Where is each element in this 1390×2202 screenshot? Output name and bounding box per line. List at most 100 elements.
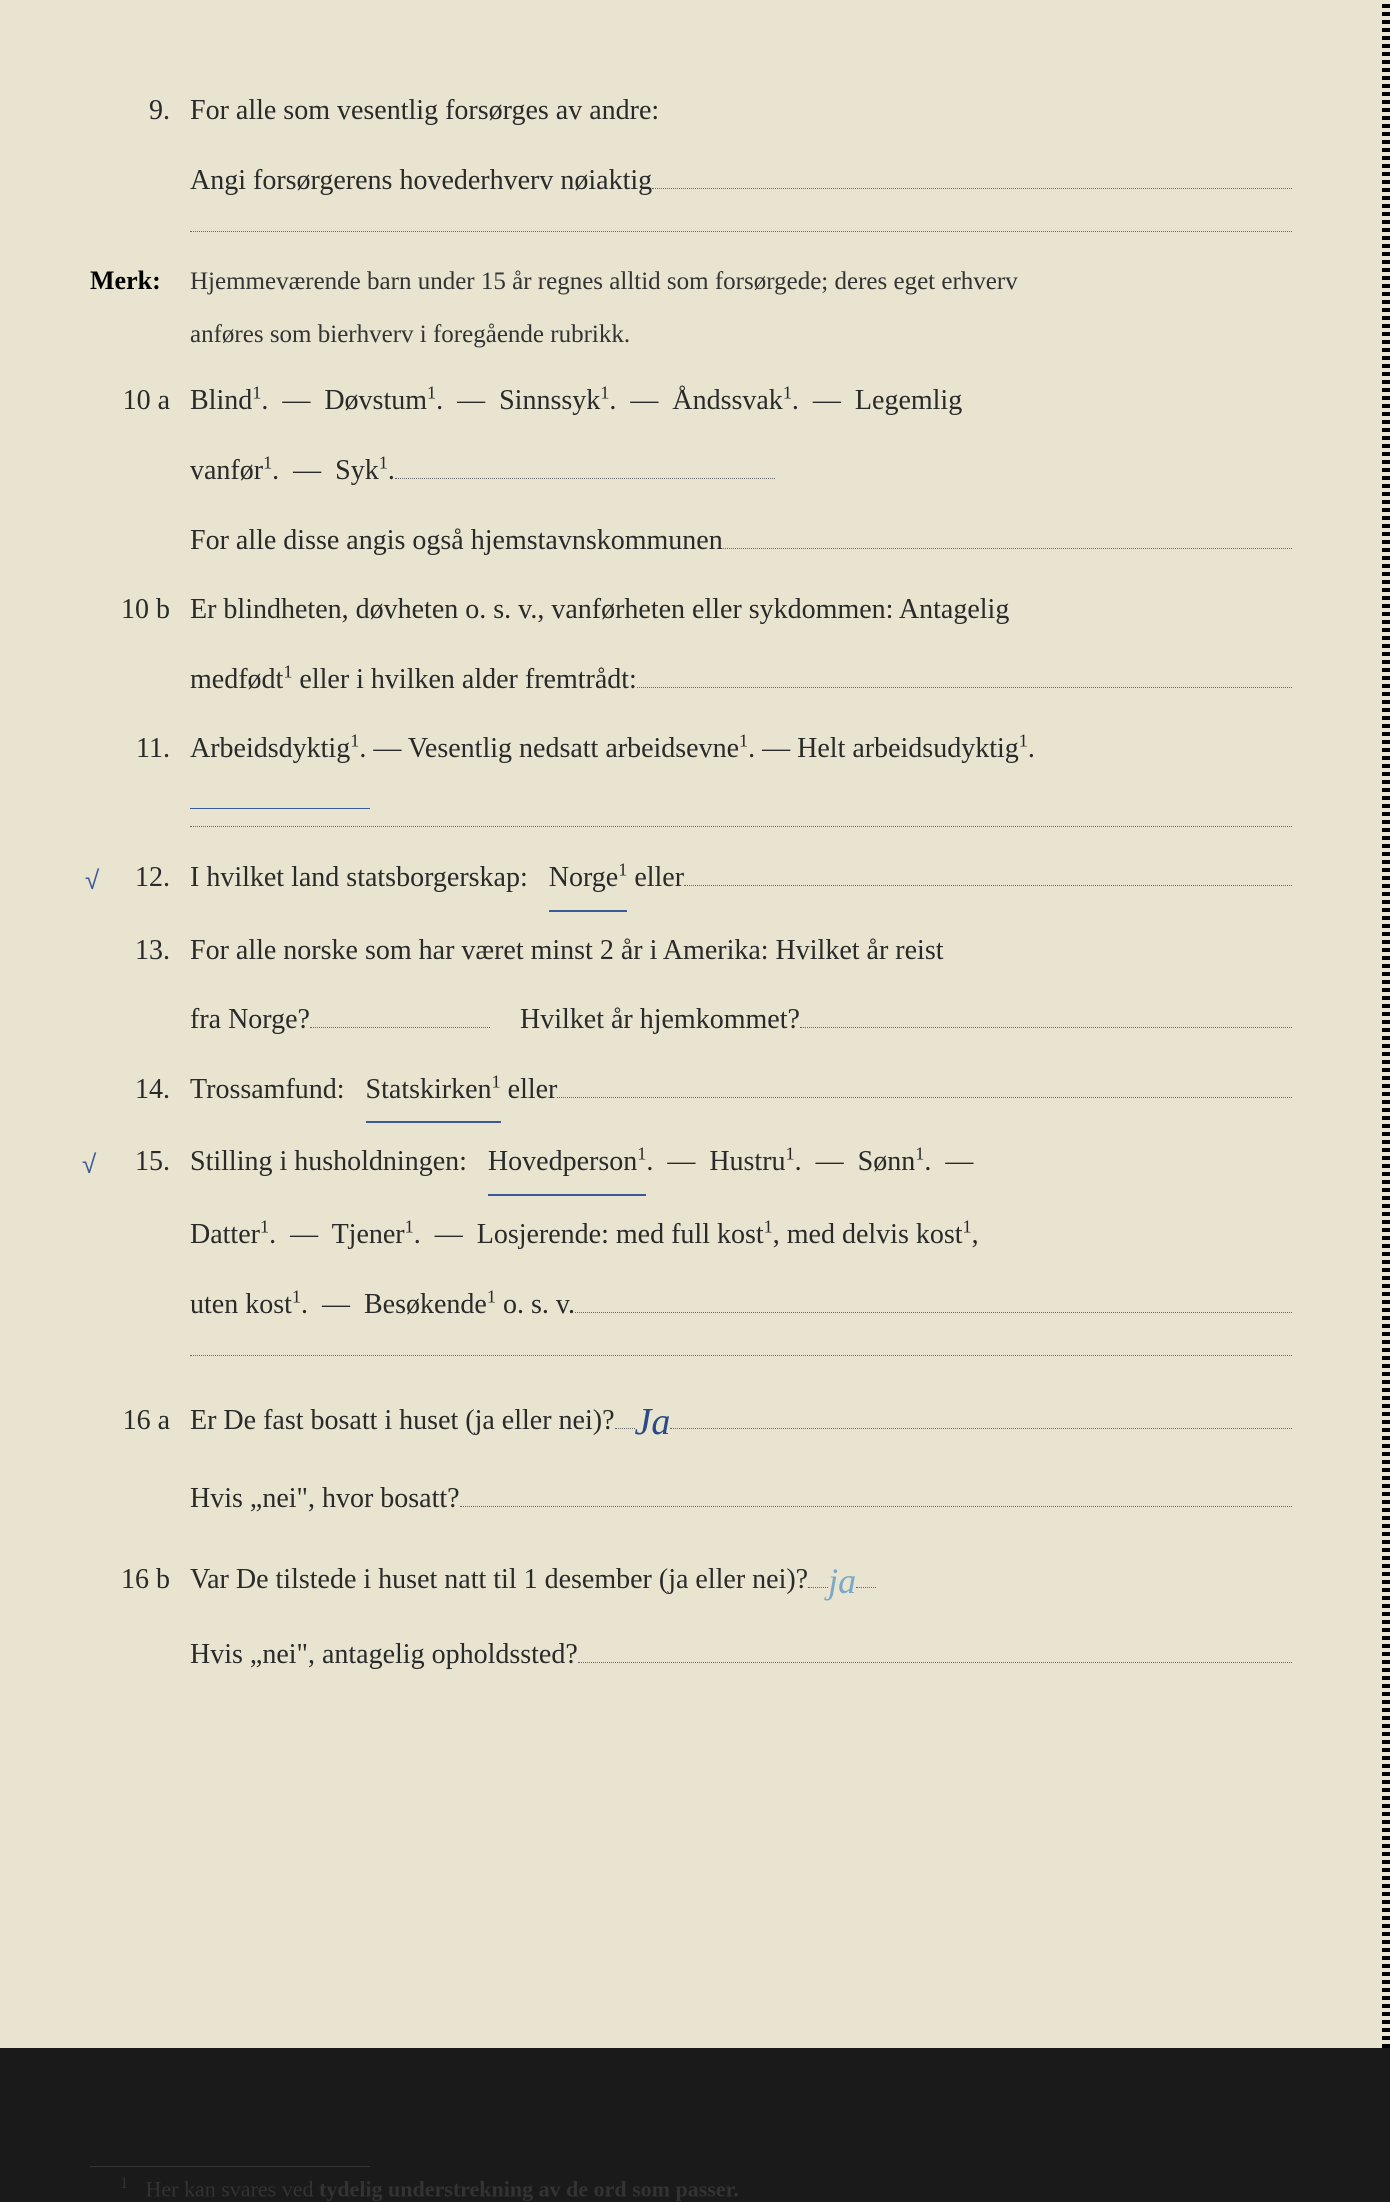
q10a-text3: For alle disse angis også hjemstavnskomm… — [190, 510, 723, 572]
fill-line — [310, 1027, 490, 1028]
q12-norge-underlined: Norge1 — [549, 847, 628, 912]
q16a-answer: Ja — [635, 1381, 671, 1465]
q10a-vanfor: vanfør — [190, 455, 263, 486]
q10a-legemlig: Legemlig — [855, 385, 962, 416]
q15-number: 15. — [90, 1131, 190, 1193]
q13-number: 13. — [90, 920, 190, 982]
fill-line — [578, 1662, 1292, 1663]
q15-tjener: Tjener — [332, 1219, 405, 1250]
fill-line — [395, 478, 775, 479]
check-mark-icon: √ — [82, 1136, 96, 1193]
fill-line — [800, 1027, 1292, 1028]
q15-line2: Datter1. — Tjener1. — Losjerende: med fu… — [90, 1204, 1292, 1266]
q16b-answer: ja — [828, 1542, 856, 1621]
q16b-line2: Hvis „nei", antagelig opholdssted? — [90, 1624, 1292, 1686]
q12-text: I hvilket land statsborgerskap: — [190, 862, 528, 893]
footnote-text: Her kan svares ved — [146, 2176, 320, 2201]
q16b-text2: Hvis „nei", antagelig opholdssted? — [190, 1624, 578, 1686]
q10a-content: Blind1. — Døvstum1. — Sinnssyk1. — Åndss… — [190, 370, 1292, 432]
q10a-sinnssyk: Sinnssyk — [499, 385, 600, 416]
q10a-line2: vanfør1. — Syk1. — [90, 440, 1292, 502]
fill-line — [637, 687, 1292, 688]
q15-sonn: Sønn — [858, 1146, 916, 1177]
q15-uten: uten kost — [190, 1289, 292, 1320]
q10b-text2b: eller i hvilken alder fremtrådt: — [299, 664, 636, 695]
q15-osv: o. s. v. — [503, 1289, 575, 1320]
q10b-line2: medfødt1 eller i hvilken alder fremtrådt… — [90, 649, 1292, 711]
question-16a: 16 a Er De fast bosatt i huset (ja eller… — [90, 1376, 1292, 1460]
q10b-number: 10 b — [90, 579, 190, 641]
q9-text-line2: Angi forsørgerens hovederhverv nøiaktig — [190, 150, 652, 212]
question-11: 11. Arbeidsdyktig1. — Vesentlig nedsatt … — [90, 718, 1292, 780]
document-page: 9. For alle som vesentlig forsørges av a… — [0, 0, 1390, 2048]
q10a-andssvak: Åndssvak — [672, 385, 782, 416]
question-10b: 10 b Er blindheten, døvheten o. s. v., v… — [90, 579, 1292, 641]
q15-losjerende: Losjerende: med full kost — [477, 1219, 764, 1250]
q13-line1: For alle norske som har været minst 2 år… — [190, 920, 1292, 982]
question-9: 9. For alle som vesentlig forsørges av a… — [90, 80, 1292, 142]
q11-c: Helt arbeidsudyktig — [797, 733, 1019, 764]
question-13: 13. For alle norske som har været minst … — [90, 920, 1292, 982]
q10a-blind: Blind — [190, 385, 252, 416]
q15-hovedperson-underlined: Hovedperson1 — [488, 1131, 646, 1196]
q16a-line2: Hvis „nei", hvor bosatt? — [90, 1468, 1292, 1530]
q12-number: 12. — [90, 847, 190, 909]
q11-a: Arbeidsdyktig — [190, 733, 350, 764]
q16b-text: Var De tilstede i huset natt til 1 desem… — [190, 1549, 808, 1611]
divider — [190, 826, 1292, 827]
q16b-number: 16 b — [90, 1549, 190, 1611]
question-12: √ 12. I hvilket land statsborgerskap: No… — [90, 847, 1292, 912]
q15-line3: uten kost1. — Besøkende1 o. s. v. — [90, 1274, 1292, 1336]
q10b-line1: Er blindheten, døvheten o. s. v., vanfør… — [190, 579, 1292, 641]
merk-text1: Hjemmeværende barn under 15 år regnes al… — [190, 254, 1018, 309]
q10a-dovstum: Døvstum — [324, 385, 427, 416]
merk-line2: anføres som bierhverv i foregående rubri… — [90, 307, 1292, 362]
q15-text: Stilling i husholdningen: — [190, 1146, 467, 1177]
q10a-number: 10 a — [90, 370, 190, 432]
q15-hustru: Hustru — [709, 1146, 785, 1177]
q11-underline — [190, 788, 1292, 806]
q9-line2: Angi forsørgerens hovederhverv nøiaktig — [190, 150, 1292, 212]
question-16b: 16 b Var De tilstede i huset natt til 1 … — [90, 1537, 1292, 1616]
q10a-syk: Syk — [335, 455, 379, 486]
footnote-separator — [90, 2166, 370, 2167]
q13-text2a: fra Norge? — [190, 989, 310, 1051]
question-10a: 10 a Blind1. — Døvstum1. — Sinnssyk1. — … — [90, 370, 1292, 432]
question-15: √ 15. Stilling i husholdningen: Hovedper… — [90, 1131, 1292, 1196]
footnote-bold: tydelig understrekning av de ord som pas… — [319, 2176, 739, 2201]
fill-line — [856, 1587, 876, 1588]
fill-line — [557, 1097, 1292, 1098]
divider — [190, 231, 1292, 232]
q14-number: 14. — [90, 1059, 190, 1121]
q11-content: Arbeidsdyktig1. — Vesentlig nedsatt arbe… — [190, 718, 1292, 780]
q9-number: 9. — [90, 80, 190, 142]
q13-text2b: Hvilket år hjemkommet? — [520, 989, 800, 1051]
q15-datter: Datter — [190, 1219, 260, 1250]
fill-line — [670, 1428, 1292, 1429]
q15-besokende: Besøkende — [364, 1289, 487, 1320]
q10a-line3: For alle disse angis også hjemstavnskomm… — [90, 510, 1292, 572]
merk-label: Merk: — [90, 266, 161, 295]
q9-text-line1: For alle som vesentlig forsørges av andr… — [190, 80, 1292, 142]
q11-number: 11. — [90, 718, 190, 780]
q15-delvis: , med delvis kost — [773, 1219, 963, 1250]
q11-b: Vesentlig nedsatt arbeidsevne — [408, 733, 739, 764]
q16a-text2: Hvis „nei", hvor bosatt? — [190, 1468, 460, 1530]
check-mark-icon: √ — [85, 852, 99, 909]
merk-note: Merk: Hjemmeværende barn under 15 år reg… — [90, 252, 1292, 309]
question-14: 14. Trossamfund: Statskirken1 eller — [90, 1059, 1292, 1124]
merk-text2: anføres som bierhverv i foregående rubri… — [190, 307, 630, 362]
q16a-number: 16 a — [90, 1390, 190, 1452]
q16a-text: Er De fast bosatt i huset (ja eller nei)… — [190, 1390, 615, 1452]
q10b-medfodt: medfødt — [190, 664, 283, 695]
q14-text: Trossamfund: — [190, 1074, 345, 1105]
footnote: 1 Her kan svares ved tydelig understrekn… — [120, 2175, 1292, 2202]
fill-line — [460, 1506, 1292, 1507]
q12-eller: eller — [634, 862, 684, 893]
fill-line — [652, 188, 1292, 189]
footnote-number: 1 — [120, 2175, 128, 2192]
fill-line — [575, 1312, 1292, 1313]
divider — [190, 1355, 1292, 1356]
q14-eller: eller — [508, 1074, 558, 1105]
q13-line2: fra Norge? Hvilket år hjemkommet? — [90, 989, 1292, 1051]
